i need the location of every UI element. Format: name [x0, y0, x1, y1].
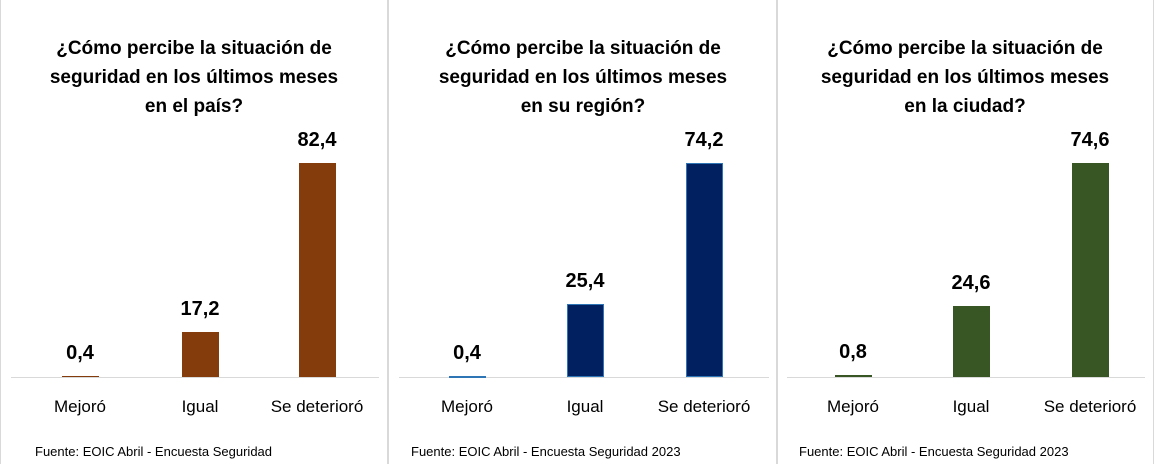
- bar: [1072, 163, 1109, 377]
- chart-title: ¿Cómo percibe la situación de seguridad …: [438, 38, 728, 117]
- chart-panel: ¿Cómo percibe la situación de seguridad …: [776, 0, 1154, 464]
- data-label: 0,4: [453, 341, 481, 364]
- data-label: 0,4: [66, 341, 94, 364]
- x-tick-label: Se deterioró: [270, 397, 364, 416]
- data-label: 82,4: [297, 129, 337, 151]
- baseline: [787, 377, 1145, 378]
- data-label: 24,6: [951, 272, 991, 295]
- baseline: [399, 377, 769, 378]
- source-note: Fuente: EOIC Abril - Encuesta Seguridad …: [411, 444, 681, 459]
- x-tick-label: Igual: [952, 397, 990, 416]
- data-label: 17,2: [180, 298, 220, 321]
- bar: [835, 374, 872, 377]
- data-label: 25,4: [565, 269, 605, 292]
- bar: [567, 303, 604, 377]
- bar: [62, 375, 99, 377]
- bar: [953, 306, 990, 377]
- chart-title: ¿Cómo percibe la situación de seguridad …: [49, 38, 339, 117]
- bar: [182, 332, 219, 377]
- bar: [449, 375, 486, 378]
- bar: [299, 163, 336, 377]
- data-label: 74,2: [684, 129, 724, 151]
- x-tick-label: Igual: [181, 397, 219, 416]
- bar: [686, 163, 723, 377]
- data-label: 0,8: [839, 340, 867, 363]
- x-tick-label: Mejoró: [441, 397, 493, 416]
- baseline: [11, 377, 379, 378]
- chart-panel: ¿Cómo percibe la situación de seguridad …: [388, 0, 778, 464]
- x-tick-label: Se deterioró: [1043, 397, 1137, 416]
- x-tick-label: Mejoró: [827, 397, 879, 416]
- source-note: Fuente: EOIC Abril - Encuesta Seguridad: [35, 444, 273, 459]
- chart-panel: ¿Cómo percibe la situación de seguridad …: [0, 0, 388, 464]
- source-note: Fuente: EOIC Abril - Encuesta Seguridad …: [799, 444, 1069, 459]
- chart-title: ¿Cómo percibe la situación de seguridad …: [820, 38, 1110, 117]
- x-tick-label: Se deterioró: [657, 397, 751, 416]
- x-tick-label: Mejoró: [54, 397, 106, 416]
- x-tick-label: Igual: [566, 397, 604, 416]
- data-label: 74,6: [1070, 129, 1110, 151]
